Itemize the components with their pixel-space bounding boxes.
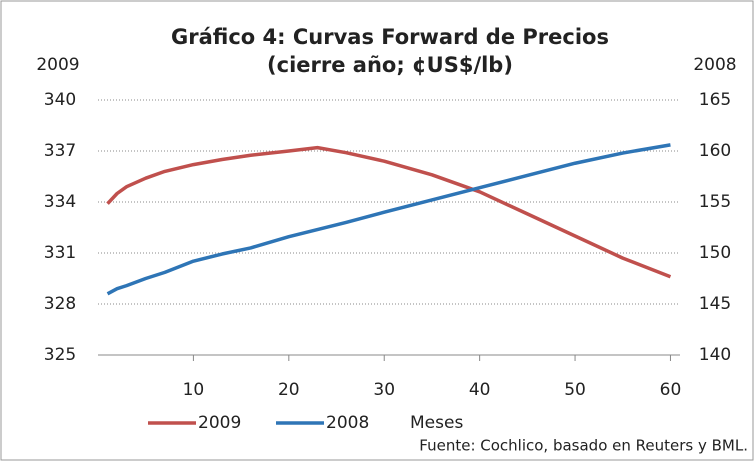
y2-tick-label: 150 [699,243,731,263]
x-tick-label: 50 [564,380,586,400]
y-tick-label: 337 [44,141,76,161]
series-line [106,143,671,296]
series-line [106,145,672,279]
x-tick-label: 40 [469,380,491,400]
y-tick-label: 325 [44,345,76,365]
y-tick-label: 334 [44,192,76,212]
x-tick-label: 20 [278,380,300,400]
x-tick-label: 30 [373,380,395,400]
legend-label: 2008 [326,413,369,433]
y2-tick-label: 140 [699,345,731,365]
y-axis-title: 2009 [36,55,79,75]
y-tick-label: 340 [44,90,76,110]
y2-tick-label: 165 [699,90,731,110]
chart-subtitle: (cierre año; ¢US$/lb) [267,53,513,77]
y2-tick-label: 145 [699,294,731,314]
y-tick-label: 331 [44,243,76,263]
chart-title: Gráfico 4: Curvas Forward de Precios [171,25,609,49]
y2-tick-label: 155 [699,192,731,212]
y2-axis-title: 2008 [693,55,736,75]
source-note: Fuente: Cochlico, basado en Reuters y BM… [419,437,748,455]
x-tick-label: 10 [183,380,205,400]
legend-label: 2009 [198,413,241,433]
y-tick-label: 328 [44,294,76,314]
y2-tick-label: 160 [699,141,731,161]
x-tick-label: 60 [660,380,682,400]
x-axis-title: Meses [410,413,463,433]
